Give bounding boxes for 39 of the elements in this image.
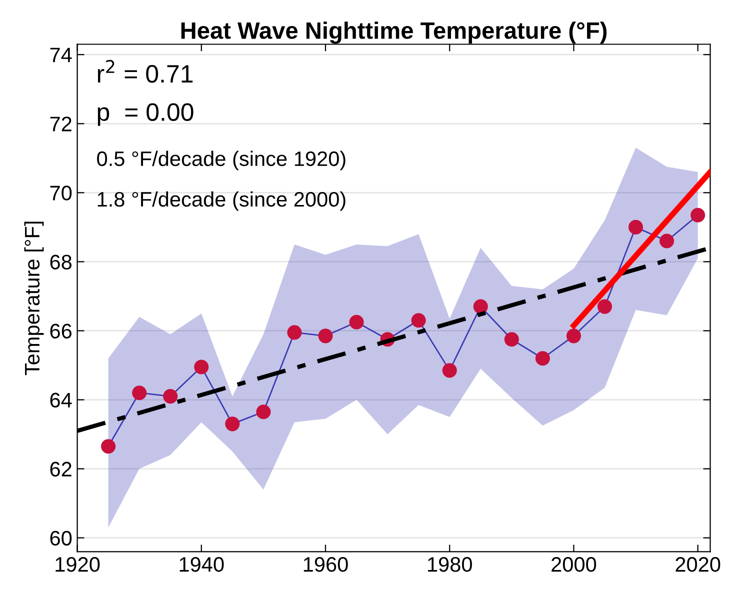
y-tick-label: 62	[50, 462, 72, 477]
y-tick-label: 68	[50, 254, 72, 270]
point	[660, 234, 674, 248]
point	[349, 314, 364, 330]
y-tick-label: 72	[50, 116, 72, 132]
point	[535, 351, 550, 366]
y-tick-label: 66	[50, 324, 72, 338]
annotation: 1.8 °F/decade (since 2000)	[98, 191, 346, 211]
point	[318, 328, 333, 344]
point	[163, 389, 178, 404]
point	[566, 328, 582, 344]
point	[628, 220, 644, 234]
x-tick-label: 2020	[676, 557, 720, 572]
y-tick-label: 74	[50, 48, 72, 62]
annotation: r$^{2}$ = 0.71	[98, 60, 193, 83]
point	[504, 332, 519, 347]
point	[442, 363, 457, 378]
chart-title: Heat Wave Nighttime Temperature (°F)	[181, 22, 607, 44]
y-tick-label: 70	[50, 186, 72, 200]
annotation: 0.5 °F/decade (since 1920)	[97, 150, 346, 170]
x-tick-label: 1940	[180, 557, 224, 572]
annotation: p = 0.00	[98, 103, 194, 126]
point	[597, 299, 612, 314]
x-tick-label: 1920	[56, 557, 100, 572]
point	[256, 404, 271, 420]
point	[132, 386, 147, 400]
x-tick-label: 1980	[428, 557, 472, 572]
y-axis-title: Temperature [°F]	[24, 222, 44, 376]
y-tick-label: 64	[50, 392, 72, 408]
point	[225, 416, 240, 432]
point	[194, 360, 209, 374]
point	[690, 208, 706, 222]
point	[101, 439, 116, 454]
y-tick-label: 60	[50, 530, 72, 546]
point	[473, 299, 488, 314]
x-tick-label: 1960	[304, 557, 348, 572]
x-tick-label: 2000	[552, 557, 596, 572]
point	[411, 313, 426, 328]
point	[287, 325, 302, 340]
